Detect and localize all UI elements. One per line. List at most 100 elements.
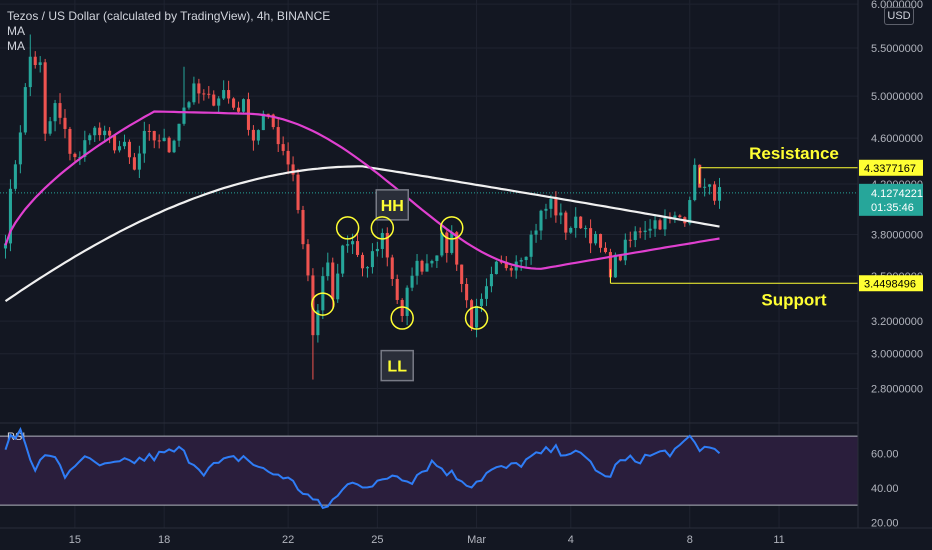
candle-body (648, 228, 652, 231)
candle-body (172, 140, 176, 153)
candle-body (28, 56, 32, 88)
time-tick-label: 25 (371, 534, 383, 546)
rsi-line (4, 426, 721, 510)
candle-body (450, 232, 454, 253)
candle-body (713, 184, 717, 201)
candle-body (157, 140, 161, 142)
candle-body (410, 275, 414, 288)
candle-body (98, 127, 102, 136)
price-axis: 6.00000005.50000005.00000004.60000004.20… (857, 0, 932, 550)
price-tick-label: 3.2000000 (871, 316, 923, 328)
candle-body (653, 220, 657, 229)
candle-body (53, 103, 57, 122)
candle-body (420, 260, 424, 272)
annotation-box (375, 189, 410, 221)
time-axis-bg (0, 528, 858, 550)
candle-body (256, 130, 260, 141)
candle-body (440, 232, 444, 256)
time-tick-label: 11 (773, 534, 784, 546)
candle-body (127, 141, 131, 158)
level-price-tag-text: 4.3377167 (864, 163, 916, 175)
candles (3, 34, 722, 380)
candle-body (276, 127, 280, 145)
candle-body (33, 56, 37, 66)
ma-slow-line (4, 165, 720, 303)
swing-circle (370, 216, 395, 240)
candle-body (346, 244, 350, 246)
candle-body (445, 232, 449, 253)
candle-body (88, 135, 92, 141)
candle-body (113, 135, 117, 151)
candle-body (8, 188, 12, 244)
candle-body (554, 199, 558, 216)
candle-body (435, 255, 439, 261)
candle-body (212, 94, 216, 106)
candle-body (717, 187, 722, 201)
candle-body (117, 146, 122, 151)
swing-circle (390, 306, 414, 330)
candle-body (370, 251, 374, 268)
candle-body (703, 186, 707, 188)
candle-body (365, 267, 369, 269)
candle-body (356, 241, 360, 255)
ma-indicator-label[interactable]: MA (7, 24, 25, 38)
current-price-text: 4.1274221 (871, 188, 923, 200)
candle-body (331, 262, 335, 300)
candle-body (559, 212, 563, 216)
swing-circle (335, 216, 360, 240)
candle-body (479, 298, 484, 306)
candle-body (232, 98, 236, 108)
candle-body (693, 164, 697, 201)
ma-indicator-label[interactable]: MA (7, 39, 25, 53)
candle-body (638, 231, 642, 233)
currency-button[interactable]: USD (884, 7, 914, 25)
candle-body (589, 228, 593, 244)
candle-body (708, 184, 712, 187)
candle-body (306, 244, 310, 276)
candle-body (236, 107, 241, 112)
candle-body (564, 212, 568, 233)
candle-body (484, 286, 489, 299)
candle-body (18, 132, 22, 165)
candle-body (390, 257, 394, 279)
price-tick-label: 3.8000000 (871, 230, 923, 242)
level-label: Support (761, 290, 826, 309)
candle-body (539, 210, 543, 231)
candle-body (633, 231, 637, 241)
candle-body (48, 121, 52, 134)
candle-body (678, 215, 682, 218)
price-tick-label: 5.0000000 (871, 91, 923, 103)
candle-body (470, 300, 474, 328)
candle-body (351, 241, 355, 245)
candle-body (341, 245, 345, 274)
level-price-tag (859, 159, 923, 176)
candle-body (227, 90, 231, 99)
annotation-text: LL (387, 359, 407, 376)
rsi-tick-label: 40.00 (871, 483, 899, 495)
rsi-tick-label: 20.00 (871, 517, 899, 529)
price-axis-bg (858, 0, 932, 550)
candle-body (187, 102, 191, 108)
candle-body (266, 113, 270, 115)
candle-body (574, 216, 578, 228)
candle-body (380, 232, 384, 249)
candle-body (326, 262, 330, 277)
candle-body (271, 114, 275, 128)
candle-body (529, 234, 533, 257)
candle-body (23, 87, 27, 133)
candle-body (430, 260, 434, 264)
candle-body (534, 230, 538, 235)
candle-body (182, 107, 186, 124)
candle-body (122, 141, 127, 147)
candle-body (68, 128, 72, 154)
candle-body (207, 93, 211, 95)
price-tick-label: 6.0000000 (871, 0, 923, 11)
time-tick-label: 18 (158, 534, 170, 546)
candle-body (405, 287, 409, 316)
candle-body (241, 99, 246, 112)
time-tick-label: 4 (568, 534, 574, 546)
level-label: Resistance (749, 144, 839, 163)
candle-body (623, 239, 627, 261)
annotation-box (380, 349, 414, 382)
